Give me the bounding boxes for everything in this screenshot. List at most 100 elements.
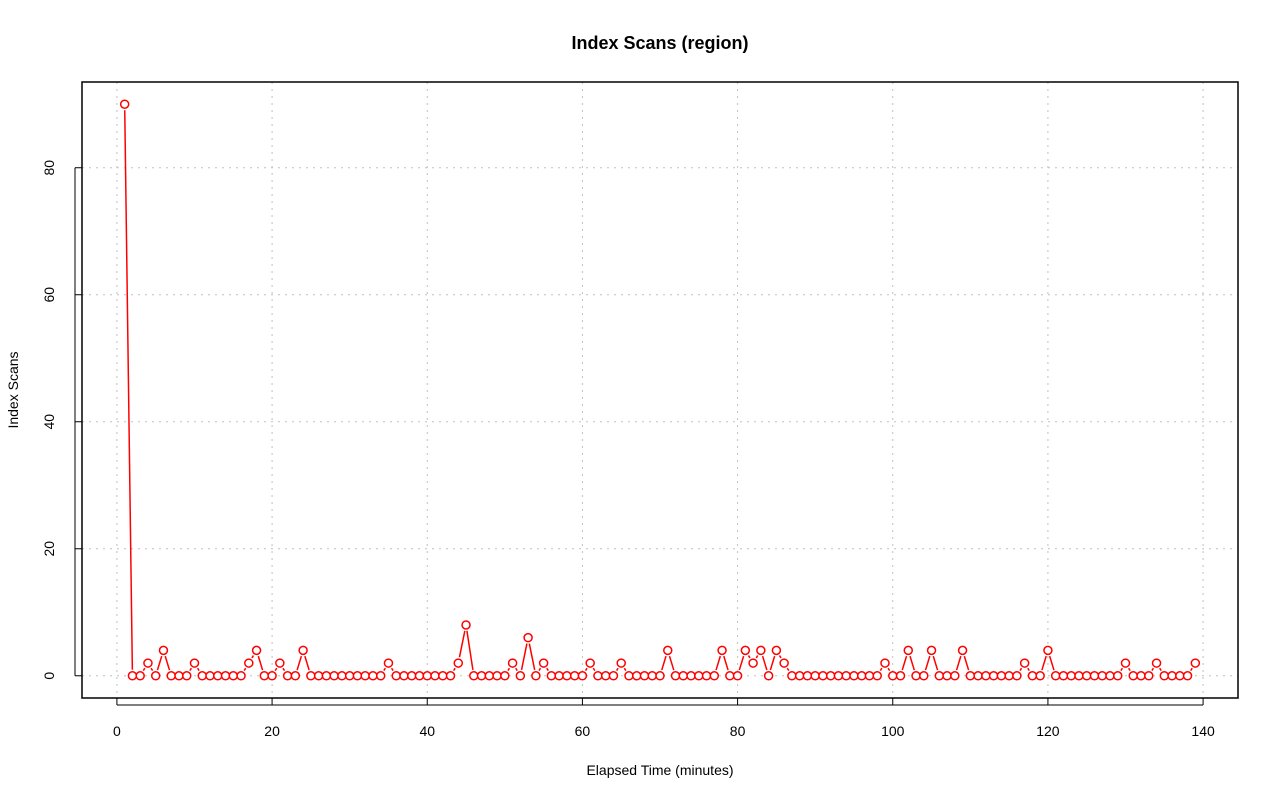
data-point [639,671,650,681]
data-point [1167,671,1177,681]
series-line-segment [932,655,939,671]
data-point [158,645,169,656]
x-tick-label: 100 [881,723,905,739]
series-line-segment [1048,655,1055,671]
series-line-segment [786,667,790,672]
data-point [631,671,642,681]
data-point [802,671,813,681]
data-point [236,671,246,681]
data-point [181,671,192,681]
series-line-segment [383,667,386,672]
series-line-segment [901,655,908,671]
y-tick-label: 0 [41,672,57,680]
data-point [375,671,386,681]
data-point [926,645,937,656]
data-point [895,671,906,681]
series-line-segment [963,655,970,671]
series-line-segment [142,667,146,672]
series-line-segment [623,667,627,672]
series-line-segment [1120,667,1124,672]
data-point [251,645,262,656]
data-point [1074,671,1084,681]
data-point [174,671,184,681]
series-line-segment [747,655,751,659]
data-point [205,671,215,681]
series-line-segment [124,110,134,670]
data-point [1175,671,1185,681]
data-point [624,671,634,681]
data-point [849,671,859,681]
series-line-segment [507,667,511,672]
series-line-segment [458,630,466,658]
data-point [1089,671,1100,681]
data-point [569,671,580,681]
data-point [701,671,712,681]
data-point [864,671,875,681]
data-point [981,671,991,681]
data-point [290,671,301,681]
data-point [531,671,541,681]
series-line-segment [592,667,596,672]
series-line-segment [668,655,675,671]
series-line-segment [887,667,891,672]
data-point [492,671,502,681]
series-line-segment [661,655,667,671]
series-line-segment [738,655,745,671]
data-point [856,671,867,681]
series-line-segment [520,643,528,671]
y-tick-label: 20 [41,541,57,557]
data-point [1066,671,1076,681]
series-line-segment [466,630,474,670]
data-point [763,671,774,681]
data-point [399,671,409,681]
data-point [934,671,945,681]
data-point [1019,658,1030,668]
series-line-segment [251,655,255,659]
data-point [321,671,332,681]
data-point [275,658,285,668]
series-layer [124,110,1193,672]
data-point [996,671,1007,681]
data-point [756,645,766,656]
data-point [313,671,324,681]
data-point [841,671,851,681]
data-point [740,645,751,656]
series-line-segment [150,667,154,672]
data-point [663,645,673,656]
series-line-segment [282,667,286,672]
series-line-segment [761,655,768,671]
grid-layer [82,82,1238,698]
data-point [957,645,968,656]
data-point [577,671,588,681]
data-point [538,658,549,668]
series-line-segment [156,655,163,671]
data-point [1004,671,1014,681]
series-line-segment [769,655,776,671]
series-line-segment [296,655,303,671]
data-point [430,671,440,681]
data-point [500,671,510,681]
series-line-segment [189,667,193,672]
data-point [988,671,999,681]
data-point [593,671,603,681]
x-tick-label: 60 [575,723,591,739]
data-point [360,671,370,681]
data-point [1081,671,1092,681]
data-point [872,671,882,681]
data-point [220,671,231,681]
series-line-segment [1041,655,1047,671]
data-point [919,671,929,681]
data-point [453,658,464,668]
plot-frame [81,81,1239,699]
data-point [1128,671,1139,681]
x-axis-label: Elapsed Time (minutes) [586,762,733,778]
series-line-segment [924,655,931,671]
data-point [267,671,277,681]
x-tick-label: 140 [1191,723,1215,739]
series-line-segment [955,655,962,671]
series-line-segment [909,655,915,671]
data-point [647,671,657,681]
data-point [189,658,200,668]
data-point [391,671,401,681]
